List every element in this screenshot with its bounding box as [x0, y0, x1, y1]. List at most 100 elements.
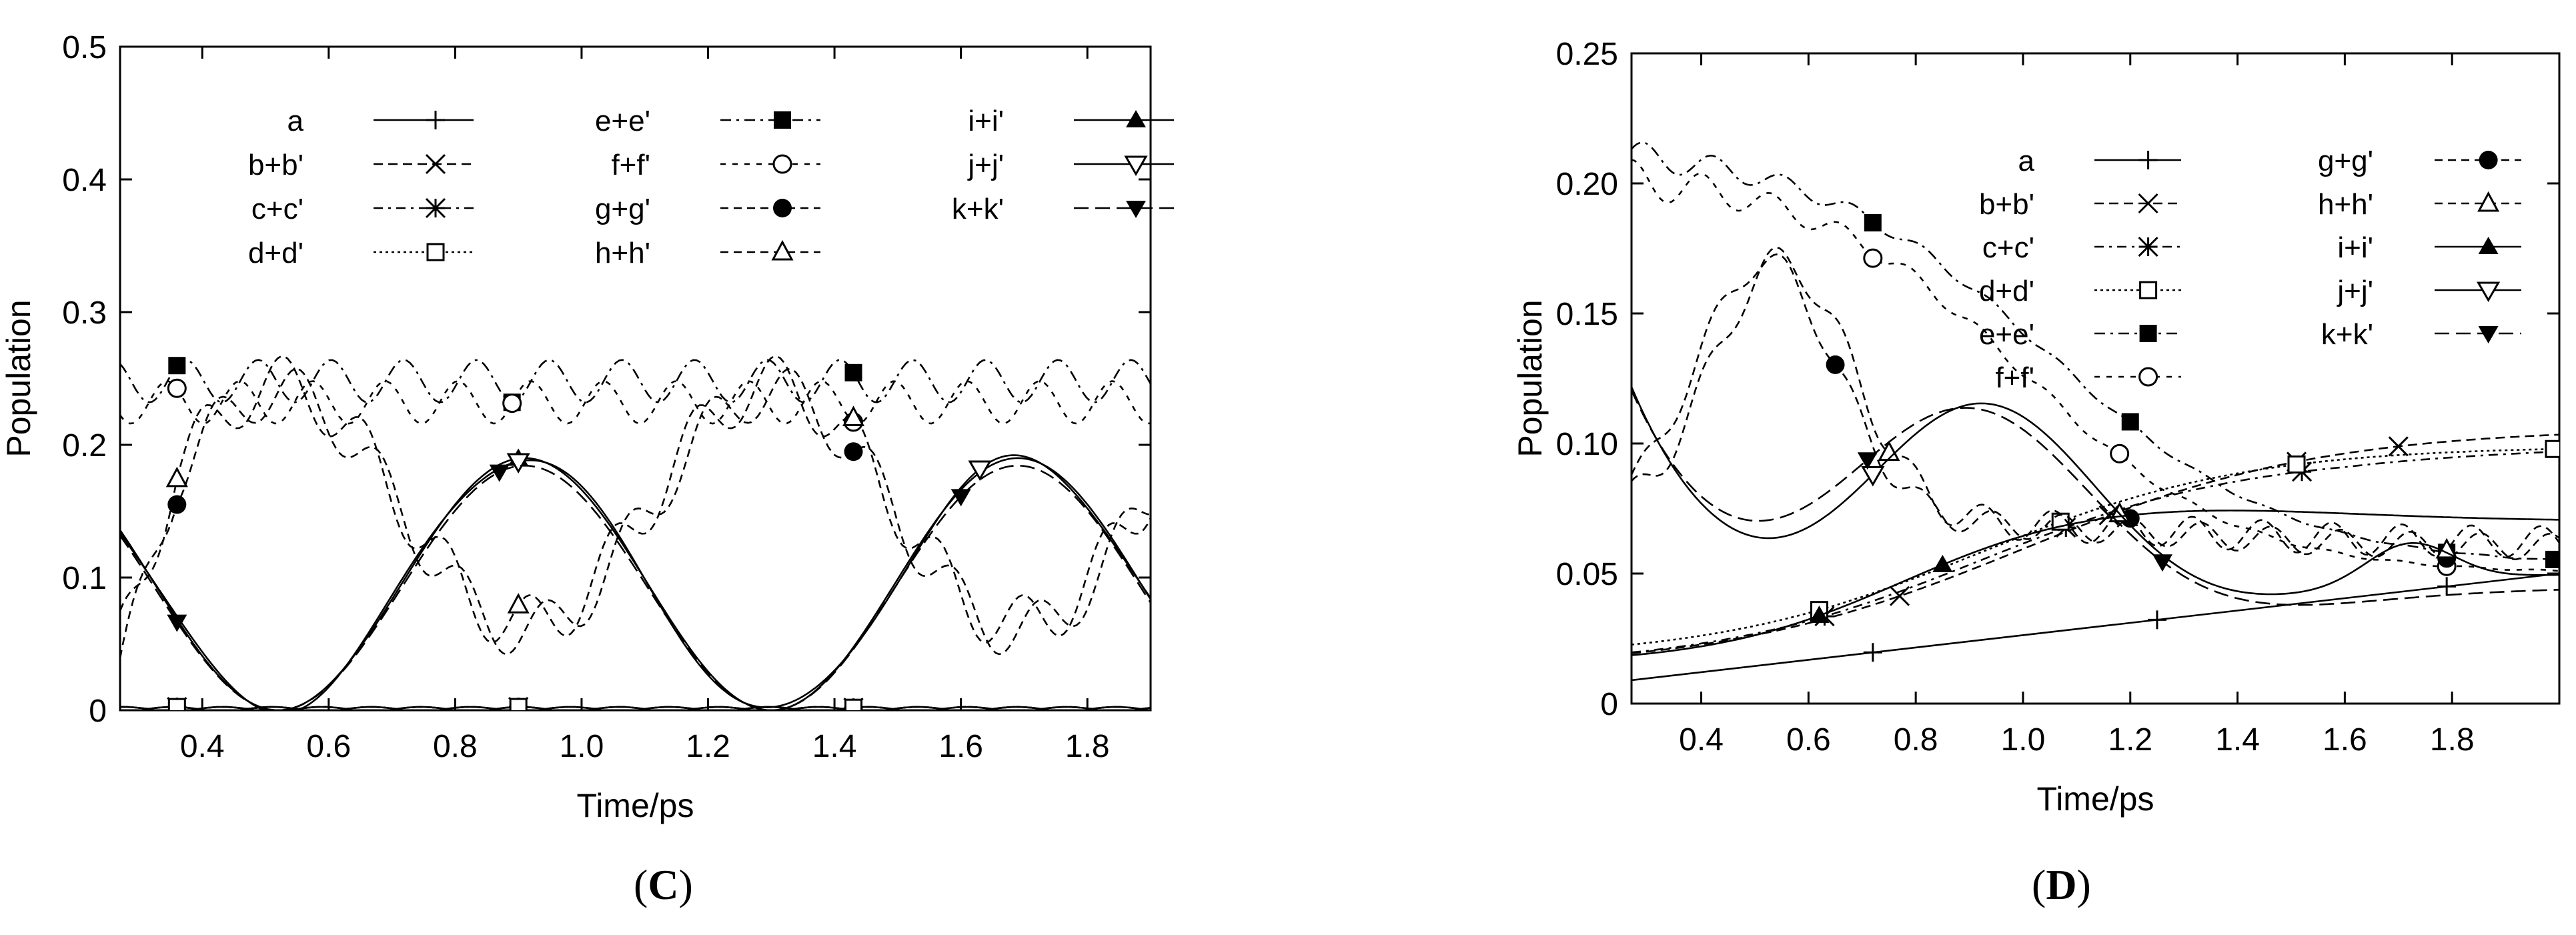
chart-d-legend-entry-b-bp-marker	[2138, 193, 2158, 214]
chart-d-x-tick-label: 1.8	[2430, 722, 2475, 758]
chart-c-legend-entry-k-kp: k+k'	[952, 193, 1174, 225]
chart-d-x-tick-label: 1.6	[2323, 722, 2367, 758]
chart-c-series-i-ip-line	[120, 457, 1151, 710]
chart-c-x-tick-label: 0.8	[433, 729, 478, 764]
chart-panel-c: 0 0.1 0.2 0.3 0.4 0.5 0.4 0.6 0.8 1.0 1.2 1.4 1.6 1.8…	[0, 30, 1174, 824]
chart-d-series-c-cp	[1632, 450, 2559, 654]
chart-d-legend-entry-b-bp: b+b'	[1979, 188, 2181, 221]
chart-c-legend: a b+b' c+c' d+d' e+e' f+f' g+g' h+h' i+i' j+j' k+k…	[248, 105, 1174, 269]
chart-c-legend-entry-b-bp-marker	[425, 153, 446, 175]
chart-c-legend-entry-j-jp: j+j'	[967, 149, 1174, 181]
chart-d-legend-entry-i-ip: i+i'	[2337, 231, 2521, 264]
chart-d-legend-entry-i-ip-marker	[2478, 237, 2499, 254]
chart-c-plot-area	[120, 355, 1151, 710]
chart-c-x-tick-label: 1.0	[560, 729, 604, 764]
chart-d-series-g-gp-marker	[1826, 355, 1845, 374]
chart-d-series-k-kp-line	[1632, 389, 2559, 606]
chart-d-y-tick-label: 0.15	[1556, 297, 1618, 332]
chart-d-y-tick-label: 0	[1600, 687, 1618, 722]
chart-d-series-i-ip-marker	[1809, 606, 1830, 624]
chart-c-series-e-ep-marker	[844, 363, 862, 381]
chart-d-legend-entry-d-dp-label: d+d'	[1979, 275, 2034, 307]
chart-d-x-tick-label: 1.2	[2108, 722, 2152, 758]
chart-d-legend-entry-f-fp-marker	[2138, 367, 2158, 387]
chart-c-legend-entry-g-gp-label: g+g'	[595, 193, 650, 225]
chart-d-legend-entry-h-hp-marker	[2477, 191, 2500, 212]
chart-d-legend-entry-k-kp-marker	[2478, 326, 2499, 343]
chart-d-series-h-hp-marker	[2435, 538, 2458, 559]
chart-d-legend-entry-g-gp-marker	[2479, 151, 2498, 169]
chart-d-x-axis-label: Time/ps	[2037, 780, 2154, 818]
chart-d-legend-entry-c-cp-marker	[2138, 236, 2158, 257]
chart-d-legend-entry-k-kp-label: k+k'	[2321, 318, 2373, 351]
chart-d-series-h-hp-marker	[1878, 440, 1900, 461]
chart-c-series-h-hp-line	[120, 355, 1151, 644]
chart-c-series-e-ep-marker	[168, 357, 186, 375]
chart-c-legend-entry-i-ip-label: i+i'	[968, 105, 1004, 137]
chart-c-series-e-ep	[120, 357, 1151, 411]
chart-d-x-tick-label: 0.6	[1786, 722, 1831, 758]
chart-d-y-tick-label: 0.05	[1556, 557, 1618, 592]
chart-d-series-a-marker	[2147, 610, 2166, 630]
chart-c-series-f-fp	[120, 378, 1151, 432]
chart-c-series-d-dp-marker	[167, 698, 186, 710]
panel-label-c: (C)	[634, 861, 693, 908]
chart-c-legend-entry-e-ep-label: e+e'	[595, 105, 650, 137]
chart-d-series-e-ep-line	[1632, 141, 2559, 561]
chart-d-legend-entry-f-fp-label: f+f'	[1995, 361, 2034, 394]
chart-c-y-tick-label: 0.1	[62, 561, 107, 596]
chart-d-legend: a b+b' c+c' d+d' e+e' f+f' g+g' h+h' i+i' j+j' k+k…	[1979, 145, 2521, 394]
chart-c-series-g-gp-marker	[844, 442, 863, 461]
chart-c-series-d-dp-marker	[509, 698, 528, 710]
chart-c-y-axis-label: Population	[0, 299, 37, 457]
chart-d-y-tick-label: 0.25	[1556, 37, 1618, 72]
chart-c-series-g-gp-line	[120, 367, 1151, 658]
chart-c-plot-frame	[119, 45, 1152, 712]
chart-d-series-f-fp-marker	[2110, 443, 2130, 463]
chart-c-series-j-jp	[120, 453, 1151, 710]
chart-c-legend-entry-f-fp-marker	[772, 154, 792, 174]
chart-d-legend-entry-k-kp: k+k'	[2321, 318, 2521, 351]
chart-c-series-f-fp-marker	[167, 378, 187, 398]
chart-d-y-axis-label: Population	[1511, 299, 1549, 457]
chart-c-legend-entry-c-cp-marker	[425, 197, 446, 219]
chart-d-series-e-ep-marker	[2545, 550, 2559, 568]
chart-c-legend-entry-k-kp-marker	[1126, 201, 1146, 218]
chart-d-series-e-ep-marker	[2121, 413, 2139, 431]
chart-c-series-f-fp-line	[120, 380, 1151, 425]
chart-c-legend-entry-h-hp: h+h'	[595, 237, 820, 269]
chart-d-legend-entry-f-fp: f+f'	[1995, 361, 2181, 394]
chart-c-legend-entry-d-dp-label: d+d'	[248, 237, 303, 269]
chart-d-legend-entry-g-gp: g+g'	[2318, 145, 2521, 177]
chart-d-legend-entry-e-ep: e+e'	[1979, 318, 2181, 351]
chart-c-series-j-jp-marker	[968, 460, 992, 482]
chart-c-y-tick-label: 0	[89, 694, 107, 729]
chart-d-x-tick-label: 0.4	[1679, 722, 1724, 758]
chart-d-series-h-hp-line	[1632, 246, 2559, 558]
chart-c-legend-entry-k-kp-label: k+k'	[952, 193, 1004, 225]
chart-d-series-j-jp-marker	[1861, 466, 1885, 487]
chart-c-legend-entry-g-gp: g+g'	[595, 193, 820, 225]
chart-c-series-i-ip	[120, 448, 1151, 710]
chart-c-x-tick-label: 0.6	[306, 729, 351, 764]
chart-c-series-e-ep-line	[120, 359, 1151, 403]
chart-d-series-b-bp-marker	[1889, 586, 1910, 606]
chart-d-legend-entry-a: a	[2018, 145, 2181, 177]
chart-c-legend-entry-h-hp-marker	[771, 239, 794, 261]
chart-c-x-tick-label: 1.4	[812, 729, 857, 764]
chart-d-legend-entry-b-bp-label: b+b'	[1979, 188, 2034, 221]
chart-c-x-tick-label: 1.8	[1065, 729, 1110, 764]
chart-d-series-d-dp-line	[1632, 447, 2559, 646]
chart-d-series-i-ip-marker	[1932, 554, 1953, 572]
chart-c-y-tick-label: 0.3	[62, 295, 107, 331]
chart-d-legend-entry-a-marker	[2138, 151, 2158, 169]
chart-c-series-j-jp-marker	[506, 453, 530, 474]
chart-c-legend-entry-i-ip-marker	[1126, 110, 1146, 127]
chart-d-series-f-fp-marker	[1863, 248, 1883, 268]
chart-c-legend-entry-e-ep: e+e'	[595, 105, 820, 137]
chart-panel-d: 0 0.05 0.10 0.15 0.20 0.25 0.4 0.6 0.8 1.0 1.2 1.4 1…	[1511, 37, 2561, 818]
chart-d-series-i-ip-line	[1632, 510, 2559, 656]
chart-c-series-d-dp	[120, 698, 1151, 710]
chart-d-series-k-kp	[1632, 389, 2559, 606]
chart-c-legend-entry-j-jp-label: j+j'	[967, 149, 1004, 181]
